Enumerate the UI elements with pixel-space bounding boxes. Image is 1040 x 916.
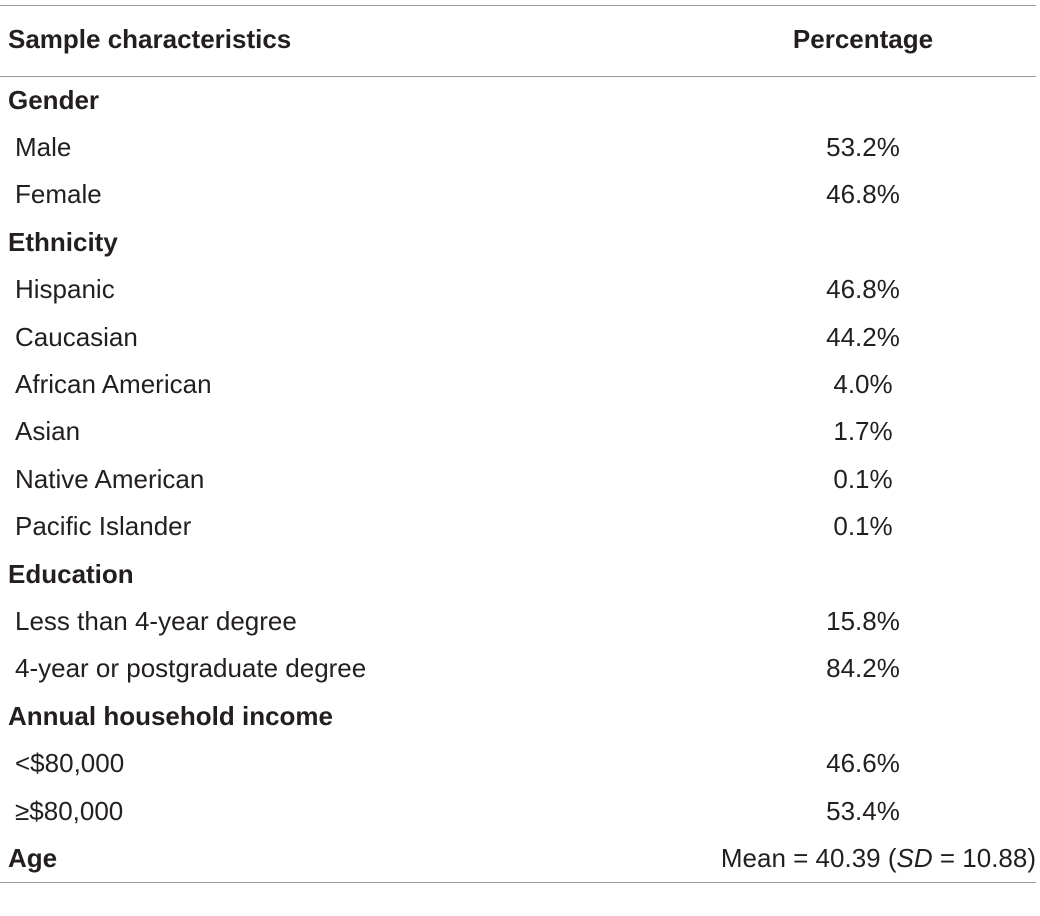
item-row: Asian 1.7% [0, 408, 1036, 455]
item-percentage: 1.7% [833, 416, 893, 447]
item-label: Female [15, 179, 102, 210]
item-row: 4-year or postgraduate degree 84.2% [0, 645, 1036, 692]
item-row: <$80,000 46.6% [0, 740, 1036, 787]
item-percentage: 46.8% [826, 274, 900, 305]
table-header: Sample characteristics Percentage [0, 5, 1036, 77]
item-label: Less than 4-year degree [15, 605, 297, 636]
item-row: Native American 0.1% [0, 456, 1036, 503]
value-part: Mean = 40.39 ( [720, 842, 897, 873]
section-title: Annual household income [8, 700, 334, 731]
item-label: Caucasian [15, 321, 138, 352]
item-row: African American 4.0% [0, 361, 1036, 408]
item-label: Pacific Islander [15, 511, 192, 542]
section-row: Education [0, 550, 1036, 597]
item-percentage: 15.8% [826, 605, 900, 636]
item-percentage: 44.2% [826, 321, 900, 352]
header-row: Sample characteristics Percentage [0, 5, 1036, 77]
item-row: ≥$80,000 53.4% [0, 787, 1036, 834]
section-title: Gender [8, 84, 100, 115]
item-row: Less than 4-year degree 15.8% [0, 598, 1036, 645]
item-percentage: 46.6% [826, 748, 900, 779]
section-title: Education [8, 558, 134, 589]
table-body: Gender Male 53.2% Female 46.8% Ethnicity Hispa… [0, 77, 1036, 883]
section-value: Mean = 40.39 (SD = 10.88) [690, 835, 1036, 882]
item-label: Asian [15, 416, 81, 447]
item-percentage: 0.1% [833, 511, 893, 542]
section-value [690, 219, 1036, 266]
section-value [690, 77, 1036, 124]
item-label: African American [15, 369, 212, 400]
value-part: SD [896, 842, 933, 873]
item-label: ≥$80,000 [15, 795, 124, 826]
item-row: Pacific Islander 0.1% [0, 503, 1036, 550]
page: Sample characteristics Percentage Gender… [0, 5, 1040, 916]
item-row: Caucasian 44.2% [0, 313, 1036, 360]
item-percentage: 84.2% [826, 653, 900, 684]
item-percentage: 4.0% [833, 369, 893, 400]
section-value [690, 693, 1036, 740]
section-row: Age Mean = 40.39 (SD = 10.88) [0, 835, 1036, 883]
item-label: 4-year or postgraduate degree [15, 653, 367, 684]
item-label: <$80,000 [15, 748, 125, 779]
section-row: Annual household income [0, 693, 1036, 740]
item-percentage: 53.2% [826, 132, 900, 163]
section-title: Ethnicity [8, 226, 118, 257]
item-row: Male 53.2% [0, 124, 1036, 171]
item-row: Hispanic 46.8% [0, 266, 1036, 313]
section-value [690, 550, 1036, 597]
header-cell: Sample characteristics [8, 23, 292, 54]
characteristics-table: Sample characteristics Percentage Gender… [0, 5, 1036, 883]
section-title: Age [8, 842, 58, 873]
item-label: Male [15, 132, 72, 163]
item-percentage: 46.8% [826, 179, 900, 210]
item-percentage: 0.1% [833, 463, 893, 494]
item-label: Native American [15, 463, 205, 494]
item-percentage: 53.4% [826, 795, 900, 826]
item-label: Hispanic [15, 274, 115, 305]
header-cell: Percentage [792, 23, 934, 54]
value-part: = 10.88) [932, 842, 1036, 873]
item-row: Female 46.8% [0, 171, 1036, 218]
section-row: Ethnicity [0, 219, 1036, 266]
section-row: Gender [0, 77, 1036, 124]
